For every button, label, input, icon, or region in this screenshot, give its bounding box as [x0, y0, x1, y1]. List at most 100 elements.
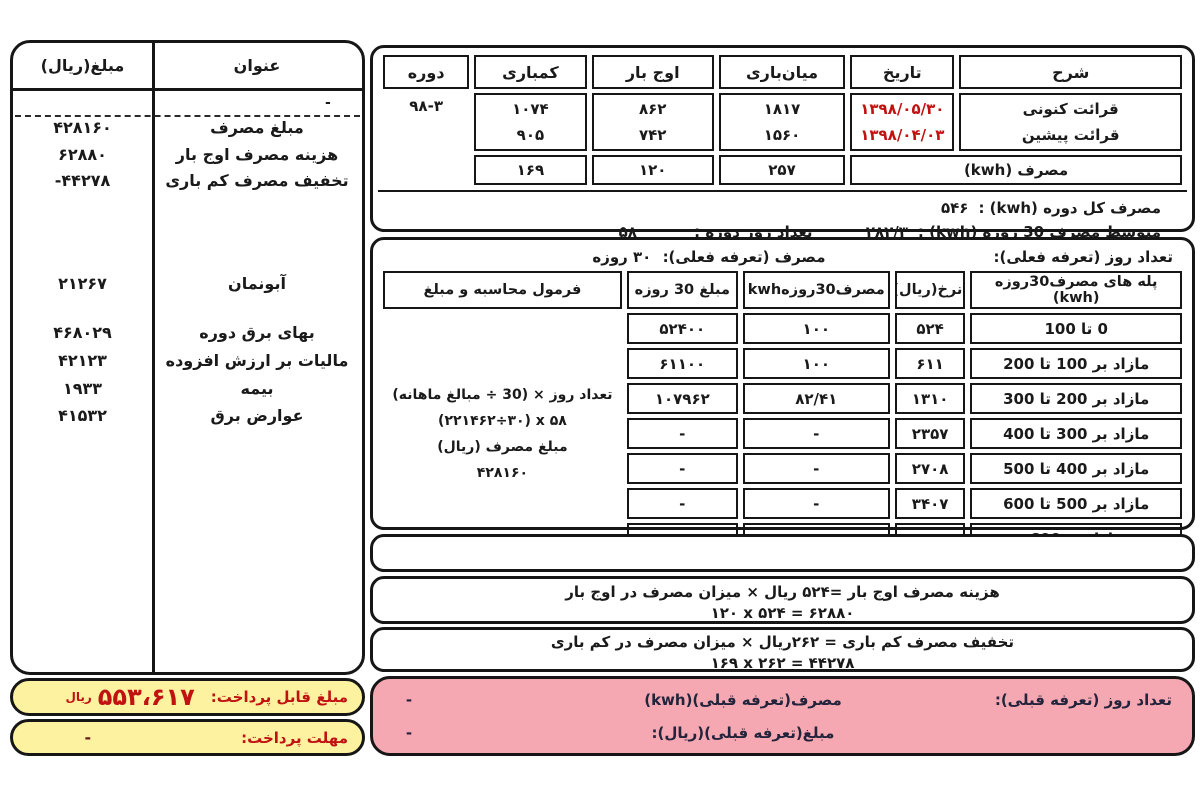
tariff-row: مازاد بر 200 تا 300 ۱۳۱۰ ۸۲/۴۱ ۱۰۷۹۶۲ [383, 383, 1182, 414]
formula-cell: تعداد روز × (30 ÷ مبالغ ماهانه) (۲۲۱۴۶۲÷… [383, 313, 622, 554]
consumption: ۸۲/۴۱ [742, 383, 890, 414]
previous-tariff-box: تعداد روز (تعرفه قبلی): مصرف(تعرفه قبلی)… [370, 676, 1195, 756]
tier: 0 تا 100 [970, 313, 1182, 344]
tier: مازاد بر 400 تا 500 [970, 453, 1182, 484]
consumption: - [742, 488, 890, 519]
current-reading-date: ۱۳۹۸/۰۵/۳۰ [860, 100, 945, 118]
tier: مازاد بر 500 تا 600 [970, 488, 1182, 519]
period-days-label: تعداد روز دوره : [694, 223, 813, 241]
tariff-box-header: تعداد روز (تعرفه فعلی): مصرف (تعرفه فعلی… [378, 243, 1187, 267]
current-low-load: ۱۰۷۴ [512, 100, 549, 118]
average-consumption-label: متوسط مصرف 30 روزه (kwh) : [917, 223, 1161, 241]
period-days-value: ۵۸ [618, 223, 637, 241]
charge-row-low-discount: -۴۴۲۷۸ تخفیف مصرف کم باری [13, 171, 362, 190]
formula-line4: ۴۲۸۱۶۰ [476, 464, 529, 481]
deadline-value: - [84, 728, 92, 747]
peak-cost-box: هزینه مصرف اوج بار =۵۲۴ ریال × میزان مصر… [370, 576, 1195, 624]
empty-box [370, 534, 1195, 572]
header-low-load: کمباری [474, 55, 587, 89]
previous-tariff-amount-value: - [405, 724, 413, 742]
current-mid-load: ۱۸۱۷ [763, 100, 801, 118]
readings-box: شرح تاریخ میان‌باری اوج بار کمباری دوره … [370, 45, 1195, 241]
readings-header-row: شرح تاریخ میان‌باری اوج بار کمباری دوره [383, 55, 1182, 89]
period-value: ۹۸-۳ [409, 97, 443, 115]
header-mid-load: میان‌باری [718, 55, 846, 89]
low-discount-box: تخفیف مصرف کم باری = ۲۶۲ریال × میزان مصر… [370, 627, 1195, 672]
tariff-header-formula: فرمول محاسبه و مبلغ [383, 271, 622, 309]
current-tariff-days-label: تعداد روز (تعرفه فعلی): [993, 248, 1173, 266]
previous-mid-load: ۱۵۶۰ [763, 126, 801, 144]
amount: - [626, 488, 738, 519]
tariff-row: مازاد بر 300 تا 400 ۲۳۵۷ - - [383, 418, 1182, 449]
readings-table: شرح تاریخ میان‌باری اوج بار کمباری دوره … [378, 51, 1187, 189]
low-discount-calculation: ۱۶۹ x ۲۶۲ = ۴۴۲۷۸ [710, 654, 855, 672]
current-tariff-consumption-label: مصرف (تعرفه فعلی): [662, 248, 826, 266]
previous-reading-date: ۱۳۹۸/۰۴/۰۳ [860, 126, 945, 144]
charge-row-duties: ۴۱۵۳۲ عوارض برق [13, 406, 362, 425]
charge-title: مالیات بر ارزش افزوده [165, 351, 349, 370]
amount: ۵۲۴۰۰ [626, 313, 738, 344]
charge-row-vat: ۴۲۱۲۳ مالیات بر ارزش افزوده [13, 351, 362, 370]
charge-title: مبلغ مصرف [210, 118, 304, 137]
consumption-peak: ۱۲۰ [591, 155, 714, 185]
charge-title: بیمه [240, 379, 274, 398]
consumption: - [742, 453, 890, 484]
header-description: شرح [959, 55, 1182, 89]
period-value-cell: ۹۸-۳ [383, 93, 469, 151]
consumption-label-cell: مصرف (kwh) [850, 155, 1182, 185]
readings-table-wrap: شرح تاریخ میان‌باری اوج بار کمباری دوره … [378, 51, 1187, 192]
average-consumption-line: متوسط مصرف 30 روزه (kwh) : ۲۸۲/۳ تعداد رو… [378, 223, 1187, 241]
charge-amount: ۱۹۳۳ [62, 379, 103, 398]
tariff-header-amount: مبلغ 30 روزه [626, 271, 738, 309]
charge-amount: ۲۱۲۶۷ [58, 274, 107, 293]
amount: - [626, 418, 738, 449]
previous-reading-label: قرائت پیشین [1021, 126, 1120, 144]
charge-row-peak-cost: ۶۲۸۸۰ هزینه مصرف اوج بار [13, 145, 362, 164]
current-peak-load: ۸۶۲ [638, 100, 667, 118]
tariff-box: تعداد روز (تعرفه فعلی): مصرف (تعرفه فعلی… [370, 237, 1195, 554]
charge-row-period-cost: ۴۶۸۰۲۹ بهای برق دوره [13, 323, 362, 342]
previous-tariff-consumption-label: مصرف(تعرفه قبلی)(kwh) [644, 691, 842, 709]
charge-title: هزینه مصرف اوج بار [175, 145, 339, 164]
charge-title: بهای برق دوره [199, 323, 315, 342]
readings-data-row: قرائت کنونی قرائت پیشین ۱۳۹۸/۰۵/۳۰ ۱۳۹۸/… [383, 93, 1182, 151]
current-tariff-consumption-value: ۳۰ روزه [592, 248, 652, 266]
charge-row-subscription: ۲۱۲۶۷ آبونمان [13, 274, 362, 293]
charge-amount: ۴۲۸۱۶۰ [53, 118, 112, 137]
deadline-label: مهلت پرداخت: [241, 728, 348, 747]
charge-amount: ۴۱۵۳۲ [58, 406, 107, 425]
previous-tariff-days-label: تعداد روز (تعرفه قبلی): [994, 691, 1172, 709]
charge-amount: ۶۲۸۸۰ [58, 145, 107, 164]
header-period: دوره [383, 55, 470, 89]
consumption-low: ۱۶۹ [474, 155, 587, 185]
header-peak-load: اوج بار [591, 55, 714, 89]
title-column-header: عنوان [233, 56, 281, 75]
previous-tariff-consumption-value: - [405, 691, 413, 709]
peak-load-readings-cell: ۸۶۲ ۷۴۲ [591, 93, 714, 151]
formula-line1: تعداد روز × (30 ÷ مبالغ ماهانه) [392, 386, 613, 403]
rate: ۱۳۱۰ [894, 383, 966, 414]
tariff-row: مازاد بر 400 تا 500 ۲۷۰۸ - - [383, 453, 1182, 484]
formula-line3: مبلغ مصرف (ریال) [437, 438, 568, 455]
charge-row-consumption: ۴۲۸۱۶۰ مبلغ مصرف [13, 118, 362, 137]
tariff-table: پله های مصرف30روزه (kwh) نرخ(ریال) مصرف3… [378, 267, 1187, 558]
consumption: - [742, 418, 890, 449]
average-consumption-value: ۲۸۲/۳ [865, 223, 908, 241]
stray-dash: - [325, 95, 331, 111]
consumption: ۱۰۰ [742, 313, 890, 344]
total-consumption-value: ۵۴۶ [940, 199, 969, 217]
amount-column-header: مبلغ(ریال) [40, 56, 125, 75]
payable-label: مبلغ قابل پرداخت: [210, 688, 348, 706]
payable-unit: ریال [65, 690, 92, 704]
tier: مازاد بر 200 تا 300 [970, 383, 1182, 414]
charge-title: تخفیف مصرف کم باری [165, 171, 349, 190]
charge-row-insurance: ۱۹۳۳ بیمه [13, 379, 362, 398]
payable-amount-box: مبلغ قابل پرداخت: ۵۵۳،۶۱۷ ریال [10, 678, 365, 716]
mid-load-readings-cell: ۱۸۱۷ ۱۵۶۰ [718, 93, 846, 151]
tariff-header-rate: نرخ(ریال) [894, 271, 966, 309]
formula-line2: (۲۲۱۴۶۲÷۳۰) x ۵۸ [438, 412, 567, 429]
rate: ۲۳۵۷ [894, 418, 966, 449]
peak-cost-formula: هزینه مصرف اوج بار =۵۲۴ ریال × میزان مصر… [565, 583, 1000, 601]
tariff-header-tier: پله های مصرف30روزه (kwh) [970, 271, 1182, 309]
